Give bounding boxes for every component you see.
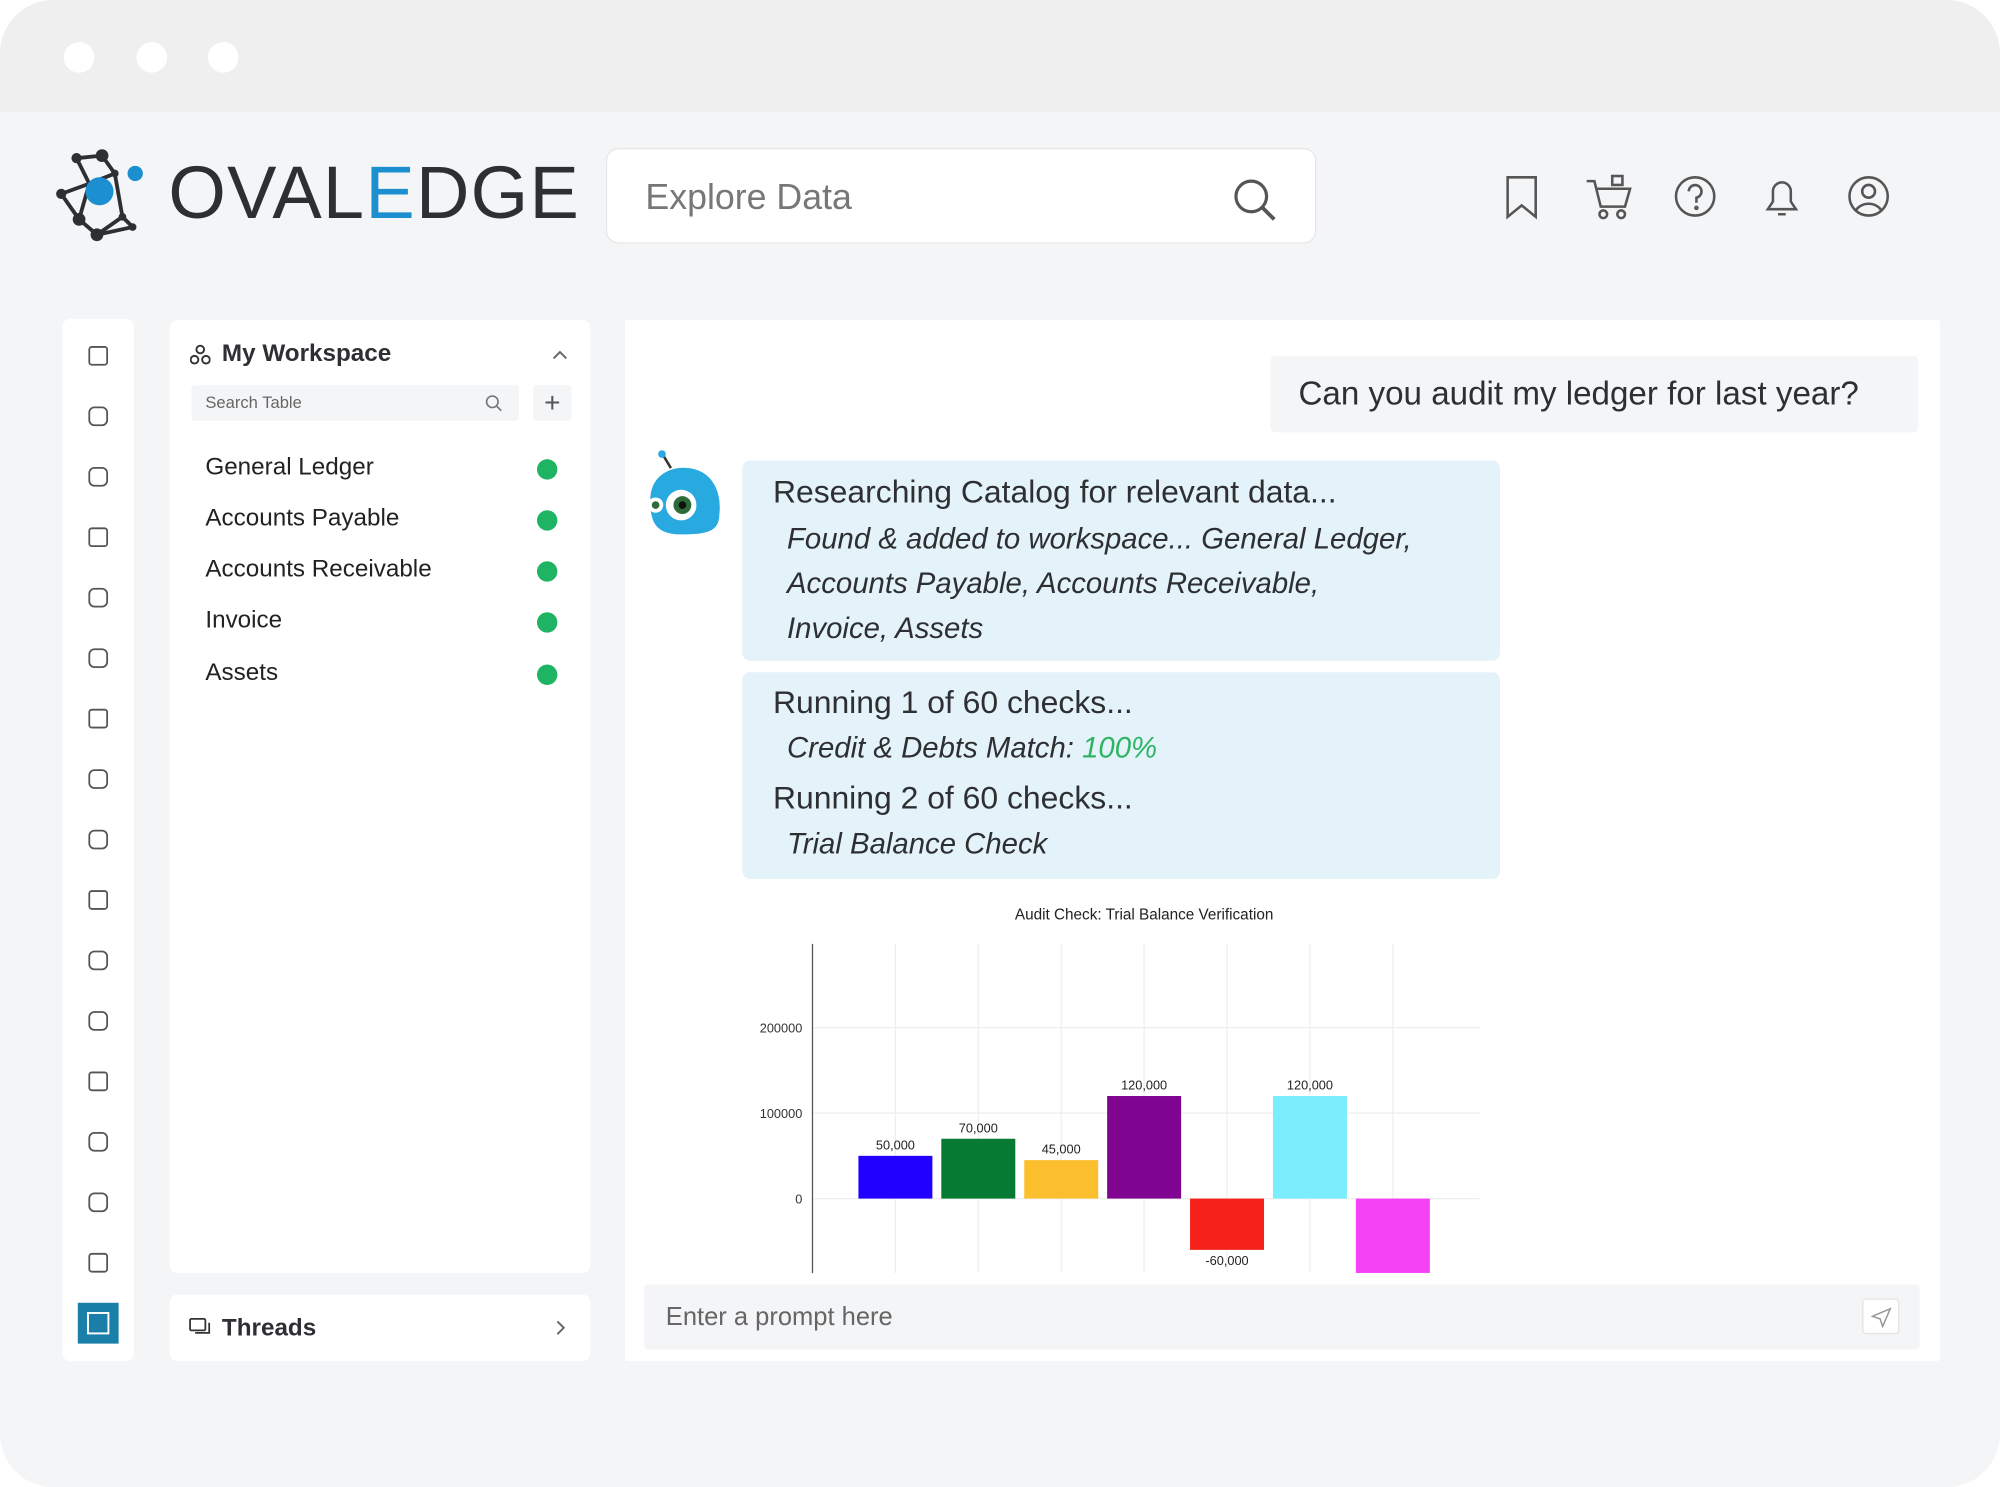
checks-bubble: Running 1 of 60 checks... Credit & Debts…: [742, 672, 1500, 879]
nav-icon[interactable]: [88, 1132, 109, 1152]
threads-icon: [189, 1317, 211, 1334]
nav-icon[interactable]: [88, 1011, 109, 1031]
nav-icon[interactable]: [88, 708, 109, 729]
chat-panel: Can you audit my ledger for last year? R…: [624, 320, 1941, 1361]
user-message: Can you audit my ledger for last year?: [1270, 355, 1919, 433]
nav-icon[interactable]: [88, 829, 109, 850]
threads-title: Threads: [221, 1315, 317, 1342]
check-icon: [536, 664, 558, 685]
window-dot: [136, 42, 168, 73]
nav-icon[interactable]: [88, 1192, 109, 1213]
step-heading: Running 2 of 60 checks...: [772, 780, 1133, 817]
search-placeholder: Explore Data: [645, 177, 852, 217]
step-detail: Invoice, Assets: [786, 610, 984, 645]
research-bubble: Researching Catalog for relevant data...…: [742, 460, 1500, 661]
step-detail: Found & added to workspace... General Le…: [786, 521, 1412, 555]
workspace-panel: My Workspace Search Table + General Ledg…: [169, 320, 591, 1273]
profile-icon[interactable]: [1848, 176, 1890, 217]
search-icon: [1234, 179, 1276, 221]
nav-icon[interactable]: [88, 406, 109, 427]
logo-part: E: [365, 151, 416, 235]
table-item[interactable]: Assets: [205, 659, 279, 687]
window-dot: [207, 42, 239, 73]
threads-panel[interactable]: Threads: [169, 1294, 591, 1361]
send-icon: [1871, 1307, 1892, 1328]
workspace-title: My Workspace: [221, 340, 392, 368]
user-message-text: Can you audit my ledger for last year?: [1298, 373, 1859, 412]
logo-part: OVAL: [168, 151, 366, 235]
nav-icon[interactable]: [88, 527, 109, 548]
nav-icon[interactable]: [88, 1252, 109, 1273]
collapse-icon[interactable]: [552, 348, 567, 361]
browser-top-bar: [0, 0, 2000, 113]
nav-icon[interactable]: [88, 1071, 109, 1092]
nav-icon[interactable]: [88, 950, 109, 971]
nav-rail: [62, 318, 134, 1361]
logo-part: DGE: [415, 151, 581, 235]
nav-icon[interactable]: [88, 890, 109, 910]
search-box[interactable]: Explore Data: [605, 147, 1317, 244]
check-label: Credit & Debts Match:: [786, 730, 1074, 765]
table-search[interactable]: Search Table: [191, 385, 520, 421]
table-item[interactable]: General Ledger: [205, 454, 374, 481]
check-icon: [536, 612, 558, 633]
step-detail: Credit & Debts Match: 100%: [787, 731, 1157, 765]
nav-icon: [87, 1312, 110, 1335]
step-heading: Researching Catalog for relevant data...: [772, 474, 1337, 511]
check-result: 100%: [1082, 730, 1158, 765]
add-table-button[interactable]: +: [533, 385, 572, 421]
help-icon[interactable]: [1674, 176, 1716, 217]
nav-icon[interactable]: [88, 466, 109, 487]
nav-item-active[interactable]: [77, 1302, 119, 1344]
nav-icon[interactable]: [88, 346, 109, 366]
check-icon: [536, 561, 558, 582]
step-detail: Trial Balance Check: [786, 826, 1048, 860]
send-button[interactable]: [1862, 1298, 1900, 1335]
nav-icon[interactable]: [88, 587, 109, 608]
table-item[interactable]: Accounts Receivable: [205, 556, 432, 583]
check-icon: [536, 510, 558, 531]
nav-icon[interactable]: [88, 769, 109, 789]
prompt-placeholder: Enter a prompt here: [665, 1303, 893, 1332]
nav-rail-icons: [77, 346, 119, 1344]
bookmark-icon[interactable]: [1506, 176, 1537, 220]
nav-icon[interactable]: [88, 648, 109, 668]
expand-icon: [556, 1320, 566, 1335]
table-search-placeholder: Search Table: [205, 392, 302, 412]
step-detail: Accounts Payable, Accounts Receivable,: [786, 566, 1320, 600]
step-heading: Running 1 of 60 checks...: [772, 684, 1133, 721]
logo-text: OVALEDGE: [168, 151, 580, 236]
check-icon: [536, 459, 558, 480]
bell-icon[interactable]: [1765, 181, 1799, 216]
search-icon: [485, 395, 502, 412]
table-item[interactable]: Accounts Payable: [205, 505, 400, 532]
logo-icon: [56, 149, 143, 242]
table-item[interactable]: Invoice: [205, 607, 283, 634]
header-icons: [1506, 174, 1890, 220]
prompt-input[interactable]: Enter a prompt here: [644, 1284, 1920, 1350]
workspace-icon: [190, 344, 211, 365]
bot-avatar: [647, 450, 720, 535]
cart-icon[interactable]: [1586, 174, 1632, 220]
window-dot: [63, 42, 95, 73]
